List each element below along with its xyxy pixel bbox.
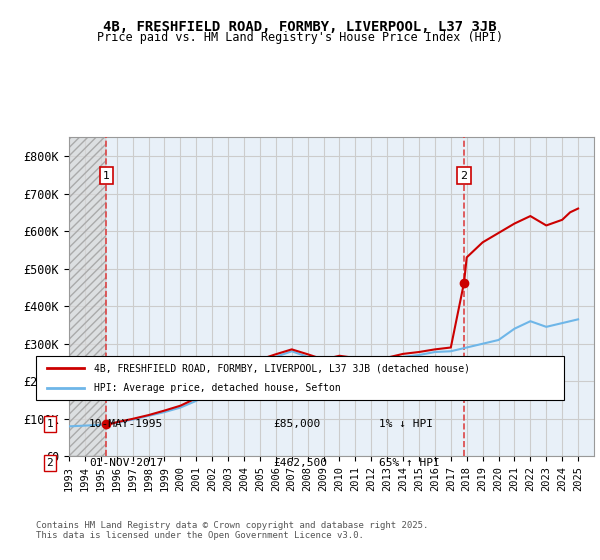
Text: 4B, FRESHFIELD ROAD, FORMBY, LIVERPOOL, L37 3JB: 4B, FRESHFIELD ROAD, FORMBY, LIVERPOOL, … bbox=[103, 20, 497, 34]
Bar bbox=[69, 137, 106, 456]
Text: 2: 2 bbox=[47, 458, 53, 468]
Text: £462,500: £462,500 bbox=[274, 458, 328, 468]
Text: 4B, FRESHFIELD ROAD, FORMBY, LIVERPOOL, L37 3JB (detached house): 4B, FRESHFIELD ROAD, FORMBY, LIVERPOOL, … bbox=[94, 363, 470, 373]
Text: Contains HM Land Registry data © Crown copyright and database right 2025.
This d: Contains HM Land Registry data © Crown c… bbox=[36, 521, 428, 540]
Text: 1: 1 bbox=[103, 170, 110, 180]
Text: 1% ↓ HPI: 1% ↓ HPI bbox=[379, 419, 433, 429]
Text: 2: 2 bbox=[460, 170, 467, 180]
FancyBboxPatch shape bbox=[36, 356, 564, 400]
Text: Price paid vs. HM Land Registry's House Price Index (HPI): Price paid vs. HM Land Registry's House … bbox=[97, 31, 503, 44]
Text: HPI: Average price, detached house, Sefton: HPI: Average price, detached house, Seft… bbox=[94, 383, 341, 393]
Text: 10-MAY-1995: 10-MAY-1995 bbox=[89, 419, 163, 429]
Text: 01-NOV-2017: 01-NOV-2017 bbox=[89, 458, 163, 468]
Bar bbox=[69, 137, 106, 456]
Text: 1: 1 bbox=[47, 419, 53, 429]
Text: £85,000: £85,000 bbox=[274, 419, 321, 429]
Text: 65% ↑ HPI: 65% ↑ HPI bbox=[379, 458, 440, 468]
